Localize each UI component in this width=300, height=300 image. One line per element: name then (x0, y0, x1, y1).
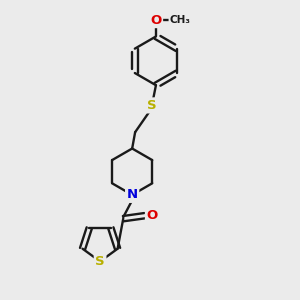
Text: S: S (95, 255, 105, 268)
Text: O: O (150, 14, 162, 27)
Text: O: O (146, 209, 158, 222)
Text: N: N (127, 188, 138, 201)
Text: S: S (147, 99, 156, 112)
Text: CH₃: CH₃ (170, 15, 191, 25)
